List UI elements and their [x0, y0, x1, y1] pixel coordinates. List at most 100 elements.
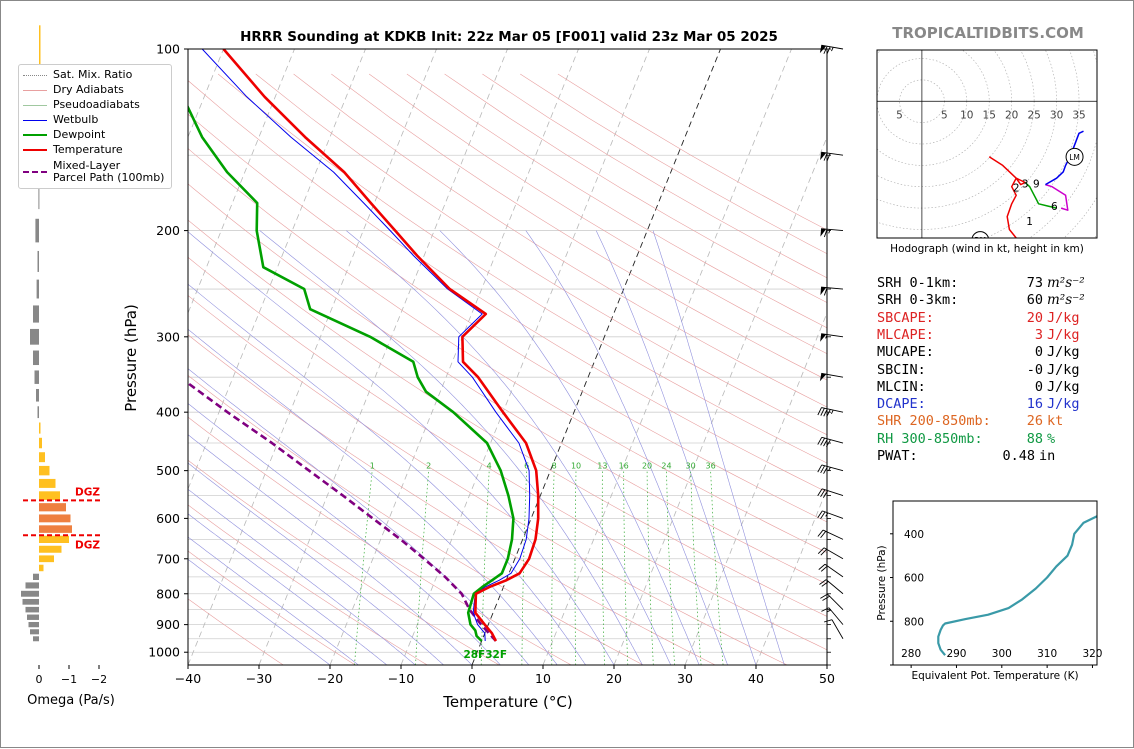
legend-label: Pseudoadiabats [53, 98, 140, 112]
omega-bar [26, 607, 40, 613]
omega-bar [21, 591, 39, 597]
stat-unit: J/kg [1047, 344, 1080, 360]
stat-unit: m²s⁻² [1047, 275, 1085, 291]
y-tick-label: 200 [156, 223, 180, 238]
thetae-x-tick-label: 310 [1037, 648, 1057, 660]
hodograph-ring-label: 25 [1027, 109, 1040, 121]
x-tick-label: −40 [175, 671, 201, 686]
mixing-ratio-label: 36 [706, 462, 716, 471]
wind-barb-staff [822, 437, 843, 443]
wind-barb [818, 489, 843, 498]
legend-label: Dewpoint [53, 128, 105, 142]
omega-bar [35, 370, 40, 383]
hodograph-frame [877, 50, 1097, 238]
hodograph-ring-label: 10 [960, 109, 973, 121]
x-tick-label: 50 [819, 671, 835, 686]
thetae-y-tick-label: 400 [904, 529, 924, 541]
omega-bar [23, 599, 40, 605]
stat-label: MLCAPE: [877, 327, 934, 343]
skewt-xlabel: Temperature (°C) [442, 693, 572, 711]
isotherm-line [188, 49, 437, 665]
mixing-ratio-line [552, 471, 554, 665]
wind-barb-feather [818, 437, 822, 444]
thetae-x-tick-label: 280 [901, 648, 921, 660]
hodograph-height-label: 9 [1033, 179, 1040, 191]
mixing-ratio-label: 1 [370, 462, 375, 471]
omega-bar [38, 406, 40, 418]
moist-adiabat-line [260, 231, 643, 665]
moist-adiabat-line [1, 231, 415, 665]
isotherm-line [1, 49, 11, 665]
stat-value: 0 [1035, 379, 1043, 395]
legend-label: Temperature [53, 143, 123, 157]
stat-value: 60 [1027, 292, 1043, 308]
moist-adiabat-line [1, 231, 444, 665]
mixing-ratio-label: 4 [487, 462, 492, 471]
hodograph-ring-label: 15 [983, 109, 996, 121]
wind-barb-staff [822, 465, 843, 471]
stat-unit: in [1039, 448, 1055, 464]
mixing-ratio-label: 13 [597, 462, 607, 471]
wind-barb-feather [821, 466, 825, 473]
thetae-plot-area [938, 512, 1110, 655]
omega-xlabel: Omega (Pa/s) [27, 693, 115, 708]
mixing-ratio-label: 30 [686, 462, 696, 471]
legend-label: Dry Adiabats [53, 83, 124, 97]
wind-barb-staff [823, 530, 843, 539]
y-tick-label: 500 [156, 463, 180, 478]
y-tick-label: 700 [156, 551, 180, 566]
y-tick-label: 100 [156, 42, 180, 57]
stat-label: SBCAPE: [877, 310, 934, 326]
y-tick-label: 300 [156, 329, 180, 344]
stat-value: 0.48 [1002, 448, 1035, 464]
omega-bar [39, 423, 41, 434]
stat-label: PWAT: [877, 448, 918, 464]
stat-unit: J/kg [1047, 396, 1080, 412]
wind-barb-feather [821, 438, 825, 445]
x-tick-label: −10 [388, 671, 414, 686]
wind-barb [820, 287, 843, 295]
wind-barb-half-feather [829, 229, 830, 233]
mixing-ratio-line [575, 471, 576, 665]
omega-bar [38, 251, 40, 272]
y-tick-label: 900 [156, 617, 180, 632]
mixing-ratio-line [602, 471, 604, 665]
wind-barb [819, 580, 843, 594]
moist-adiabat-line [1, 231, 500, 665]
wind-barb-staff [826, 580, 843, 594]
wind-barb-staff [829, 608, 843, 625]
moist-adiabat-line [1, 231, 387, 665]
wind-barb [818, 437, 843, 447]
hodograph-ring-label: 30 [1050, 109, 1063, 121]
thetae-x-tick-label: 290 [946, 648, 966, 660]
x-tick-label: 20 [606, 671, 622, 686]
stat-label: DCAPE: [877, 396, 926, 412]
mixing-ratio-label: 16 [619, 462, 629, 471]
legend-item-dry-adiabats: Dry Adiabats [19, 83, 171, 97]
mixing-ratio-label: 20 [642, 462, 652, 471]
wind-barb [820, 45, 843, 54]
mixing-ratio-label: 10 [571, 462, 581, 471]
wind-barb [818, 548, 843, 559]
y-tick-label: 800 [156, 586, 180, 601]
legend-item-parcel-2: Parcel Path (100mb) [19, 171, 171, 185]
wind-barb-half-feather [831, 47, 833, 51]
stat-value: 0 [1035, 344, 1043, 360]
mixing-ratio-line [667, 471, 675, 665]
wind-barb [819, 564, 843, 577]
omega-bar [30, 329, 39, 345]
omega-bar [37, 280, 39, 299]
omega-bar [39, 466, 50, 475]
wind-barb-feather [824, 620, 832, 622]
omega-bar [27, 615, 39, 620]
legend-item-dewpoint: Dewpoint [19, 128, 171, 142]
stat-value: 88 [1027, 431, 1043, 447]
x-tick-label: 40 [748, 671, 764, 686]
stat-value: 3 [1035, 327, 1043, 343]
stat-label: MLCIN: [877, 379, 926, 395]
